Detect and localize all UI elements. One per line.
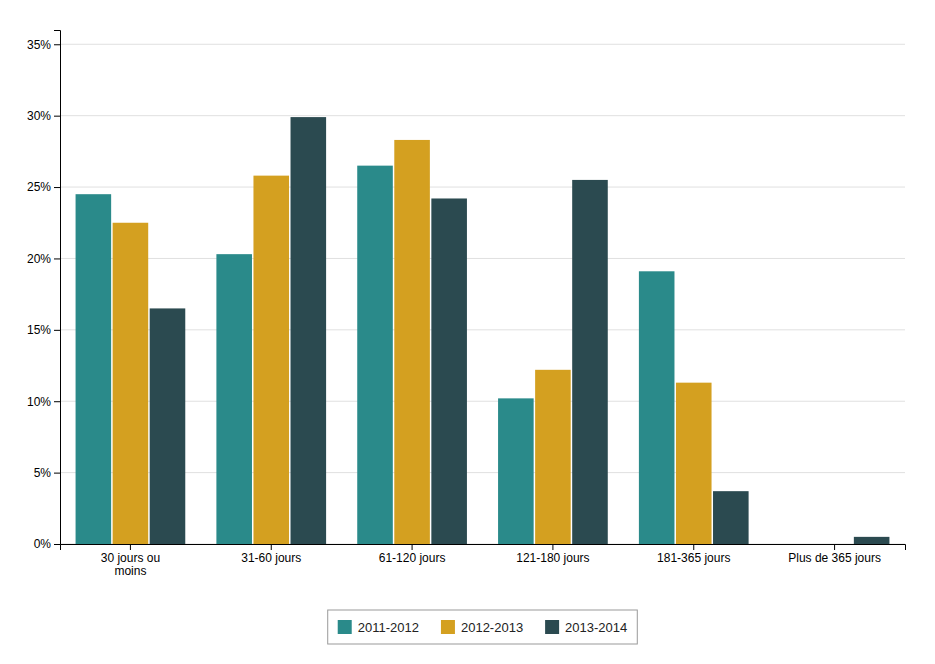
series [113,140,712,544]
bar [780,544,816,545]
grid-line [60,115,905,116]
tick: 15% [27,323,60,337]
x-axis: 30 jours oumoins 31-60 jours 61-120 jours 1… [61,544,906,578]
grid [60,44,905,544]
tick-label: Plus de 365 jours [788,551,881,565]
tick-label: 61-120 jours [379,551,446,565]
tick-label: 25% [27,180,51,194]
bar [498,398,534,544]
tick: 30% [27,109,60,123]
grid-line [60,187,905,188]
bar [572,180,608,544]
grid-line [60,44,905,45]
tick-label: 0% [34,537,52,551]
grid-line [60,472,905,473]
tick-mark [552,544,553,550]
tick: 30 jours oumoins [101,544,160,578]
tick-mark [54,44,60,45]
tick: 61-120 jours [379,544,446,565]
chart: 0% 5% 10% 15% 20% 25% 30% 35% 30 jours oumoins 31… [0,0,935,664]
tick-mark [412,544,413,550]
legend: 2011-2012 2012-2013 2013-2014 [328,610,638,644]
tick-mark [693,544,694,550]
y-axis: 0% 5% 10% 15% 20% 25% 30% 35% [27,31,61,552]
tick-mark [54,544,60,545]
legend-label: 2011-2012 [358,620,419,635]
tick-label: 121-180 jours [516,551,589,565]
tick: 5% [34,466,60,480]
tick: 31-60 jours [241,544,301,565]
tick-mark [130,544,131,550]
tick-mark [54,187,60,188]
tick: 35% [27,38,60,52]
bars [76,117,890,544]
grid-line [60,401,905,402]
legend-frame [328,610,638,644]
bar [535,370,571,544]
bar [639,271,675,544]
tick-label: 181-365 jours [657,551,730,565]
tick-mark [271,544,272,550]
tick: 121-180 jours [516,544,589,565]
plot: 0% 5% 10% 15% 20% 25% 30% 35% 30 jours oumoins 31… [27,31,906,579]
tick: Plus de 365 jours [788,544,881,565]
series [76,166,675,544]
tick-mark [54,258,60,259]
grid-line [60,329,905,330]
bar [76,194,112,544]
tick-label: 5% [34,466,52,480]
legend-item: 2013-2014 [545,620,627,635]
axis-line [54,31,61,545]
bar [854,537,890,544]
legend-item: 2012-2013 [441,620,523,635]
tick: 0% [34,537,60,551]
legend-swatch [441,620,455,634]
bar [713,491,749,544]
grid-line [60,258,905,259]
bar [253,176,289,544]
bar [291,117,327,544]
legend-label: 2012-2013 [461,620,523,635]
tick-label: 35% [27,38,51,52]
tick-mark [54,116,60,117]
legend-label: 2013-2014 [565,620,627,635]
legend-swatch [545,620,559,634]
tick-label: 31-60 jours [241,551,301,565]
bar [394,140,430,544]
tick-label: 15% [27,323,51,337]
bar [676,383,712,544]
tick-label: 30% [27,109,51,123]
tick-label: 10% [27,395,51,409]
legend-swatch [338,620,352,634]
bar [216,254,252,544]
tick: 181-365 jours [657,544,730,565]
tick: 20% [27,252,60,266]
bar [431,198,467,544]
tick: 25% [27,180,60,194]
bar [113,223,149,544]
tick-label: 30 jours oumoins [101,551,160,579]
bar [817,544,853,545]
axis-line [61,545,906,551]
series [150,117,890,544]
tick-mark [54,330,60,331]
tick-mark [54,401,60,402]
legend-item: 2011-2012 [338,620,419,635]
tick-mark [834,544,835,550]
tick: 10% [27,395,60,409]
tick-label: 20% [27,252,51,266]
tick-mark [54,473,60,474]
bar [150,308,186,544]
bar [357,166,393,544]
